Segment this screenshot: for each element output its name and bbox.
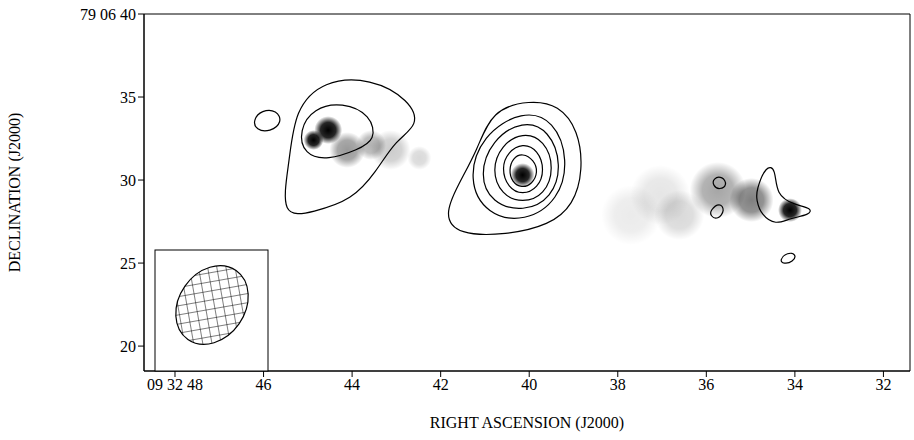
- svg-text:44: 44: [344, 376, 360, 393]
- svg-text:25: 25: [120, 255, 136, 272]
- svg-text:DECLINATION (J2000): DECLINATION (J2000): [6, 113, 24, 273]
- svg-text:RIGHT ASCENSION (J2000): RIGHT ASCENSION (J2000): [430, 414, 624, 432]
- svg-text:32: 32: [875, 376, 891, 393]
- svg-text:38: 38: [610, 376, 626, 393]
- svg-text:40: 40: [521, 376, 537, 393]
- svg-text:35: 35: [120, 89, 136, 106]
- svg-text:42: 42: [433, 376, 449, 393]
- svg-text:36: 36: [698, 376, 714, 393]
- svg-text:20: 20: [120, 338, 136, 355]
- svg-text:46: 46: [256, 376, 272, 393]
- svg-text:30: 30: [120, 172, 136, 189]
- svg-text:09 32 48: 09 32 48: [147, 376, 203, 393]
- svg-text:79 06 40: 79 06 40: [80, 6, 136, 23]
- svg-text:34: 34: [787, 376, 803, 393]
